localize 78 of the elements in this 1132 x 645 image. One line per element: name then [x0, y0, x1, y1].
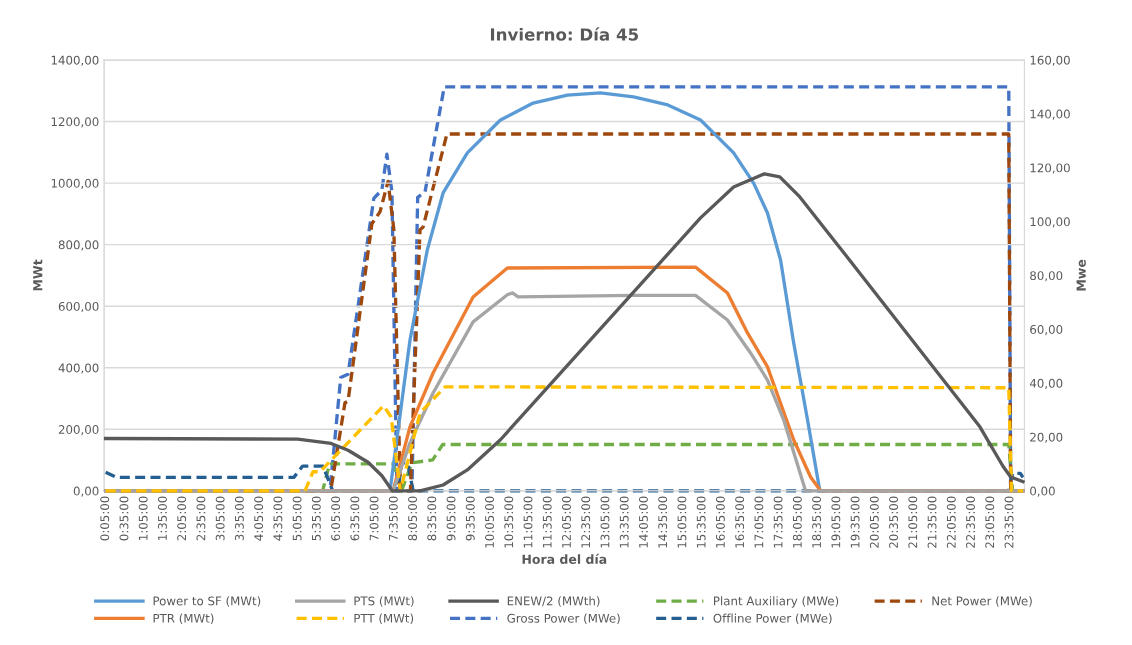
x-tick-label: 12:05:00: [562, 496, 571, 548]
x-tick-label: 23:35:00: [1004, 496, 1014, 548]
x-tick-label: 20:05:00: [869, 496, 879, 548]
y-tick-label: 200,00: [58, 425, 99, 436]
x-tick-label: 17:05:00: [754, 496, 764, 548]
legend-label: PTR (MWt): [153, 613, 214, 625]
y2-tick-label: 60,00: [1030, 325, 1063, 336]
x-tick-label: 4:35:00: [273, 496, 283, 541]
x-tick-label: 3:35:00: [234, 496, 244, 541]
x-tick-label: 8:35:00: [427, 496, 437, 541]
x-tick-label: 13:35:00: [619, 496, 629, 548]
x-tick-label: 14:35:00: [658, 496, 668, 548]
x-tick-label: 3:05:00: [215, 496, 225, 541]
legend-label: Gross Power (MWe): [507, 613, 620, 625]
x-tick-label: 1:05:00: [138, 496, 148, 540]
y2-tick-label: 160,00: [1030, 55, 1070, 66]
x-tick-label: 17:35:00: [773, 496, 783, 548]
x-axis-title: Hora del día: [522, 553, 607, 564]
y-tick-label: 1000,00: [51, 178, 99, 189]
y2-tick-label: 80,00: [1030, 271, 1063, 282]
x-tick-label: 5:05:00: [292, 496, 302, 541]
y-tick-label: 800,00: [58, 240, 99, 251]
x-tick-label: 6:05:00: [331, 496, 341, 541]
y2-tick-label: 120,00: [1030, 163, 1070, 174]
y2-tick-label: 140,00: [1030, 109, 1070, 120]
x-tick-label: 18:35:00: [812, 496, 822, 548]
y-tick-label: 1200,00: [51, 117, 99, 128]
x-tick-label: 15:35:00: [696, 496, 706, 548]
x-tick-label: 7:35:00: [388, 496, 398, 541]
legend-label: Net Power (MWe): [932, 596, 1032, 607]
legend-label: Plant Auxiliary (MWe): [714, 596, 839, 608]
x-tick-label: 1:35:00: [157, 496, 167, 540]
x-tick-label: 19:05:00: [831, 496, 841, 548]
y-axis-title: MWt: [33, 259, 43, 291]
x-tick-label: 6:35:00: [350, 496, 360, 541]
legend-label: ENEW/2 (MWth): [507, 596, 600, 607]
x-tick-label: 16:35:00: [735, 496, 745, 548]
legend-label: PTT (MWt): [354, 613, 414, 625]
y2-tick-label: 40,00: [1029, 378, 1063, 389]
x-tick-label: 2:35:00: [196, 496, 206, 541]
x-tick-label: 21:35:00: [927, 496, 937, 548]
x-tick-label: 21:05:00: [908, 496, 918, 548]
x-tick-label: 9:35:00: [465, 496, 475, 541]
x-tick-label: 19:35:00: [850, 496, 860, 548]
x-tick-label: 23:05:00: [985, 496, 995, 548]
x-tick-label: 4:05:00: [254, 496, 264, 541]
x-tick-label: 18:05:00: [792, 496, 802, 548]
legend-label: Offline Power (MWe): [713, 613, 832, 625]
x-tick-label: 16:05:00: [715, 496, 725, 548]
legend-label: Power to SF (MWt): [153, 596, 261, 607]
y-tick-label: 1400,00: [51, 55, 99, 66]
x-tick-label: 11:05:00: [523, 496, 533, 548]
x-tick-label: 12:35:00: [581, 496, 591, 548]
x-tick-label: 14:05:00: [638, 496, 648, 548]
x-tick-label: 8:05:00: [408, 496, 418, 541]
x-tick-label: 10:05:00: [485, 496, 494, 548]
x-tick-label: 13:05:00: [600, 496, 610, 548]
x-tick-label: 11:35:00: [542, 496, 552, 548]
x-tick-label: 0:35:00: [119, 496, 129, 541]
x-tick-label: 20:35:00: [889, 496, 899, 548]
y2-tick-label: 100,00: [1030, 217, 1070, 228]
x-tick-label: 9:05:00: [446, 496, 456, 541]
y2-tick-label: 20,00: [1030, 432, 1063, 443]
x-tick-label: 2:05:00: [177, 496, 187, 541]
x-tick-label: 10:35:00: [504, 496, 514, 548]
y-tick-label: 600,00: [58, 301, 99, 313]
x-tick-label: 7:05:00: [369, 496, 379, 541]
y2-tick-label: 0,00: [1030, 486, 1055, 497]
x-tick-label: 22:05:00: [946, 496, 956, 548]
chart-title: Invierno: Día 45: [490, 27, 639, 41]
x-tick-label: 15:05:00: [677, 496, 687, 548]
x-tick-label: 22:35:00: [966, 496, 975, 548]
y-tick-label: 400,00: [58, 363, 99, 374]
x-tick-label: 0:05:00: [100, 496, 110, 541]
legend-label: PTS (MWt): [354, 596, 414, 607]
y-tick-label: 0,00: [73, 486, 99, 497]
x-tick-label: 5:35:00: [311, 496, 321, 541]
y2-axis-title: Mwe: [1076, 259, 1086, 291]
